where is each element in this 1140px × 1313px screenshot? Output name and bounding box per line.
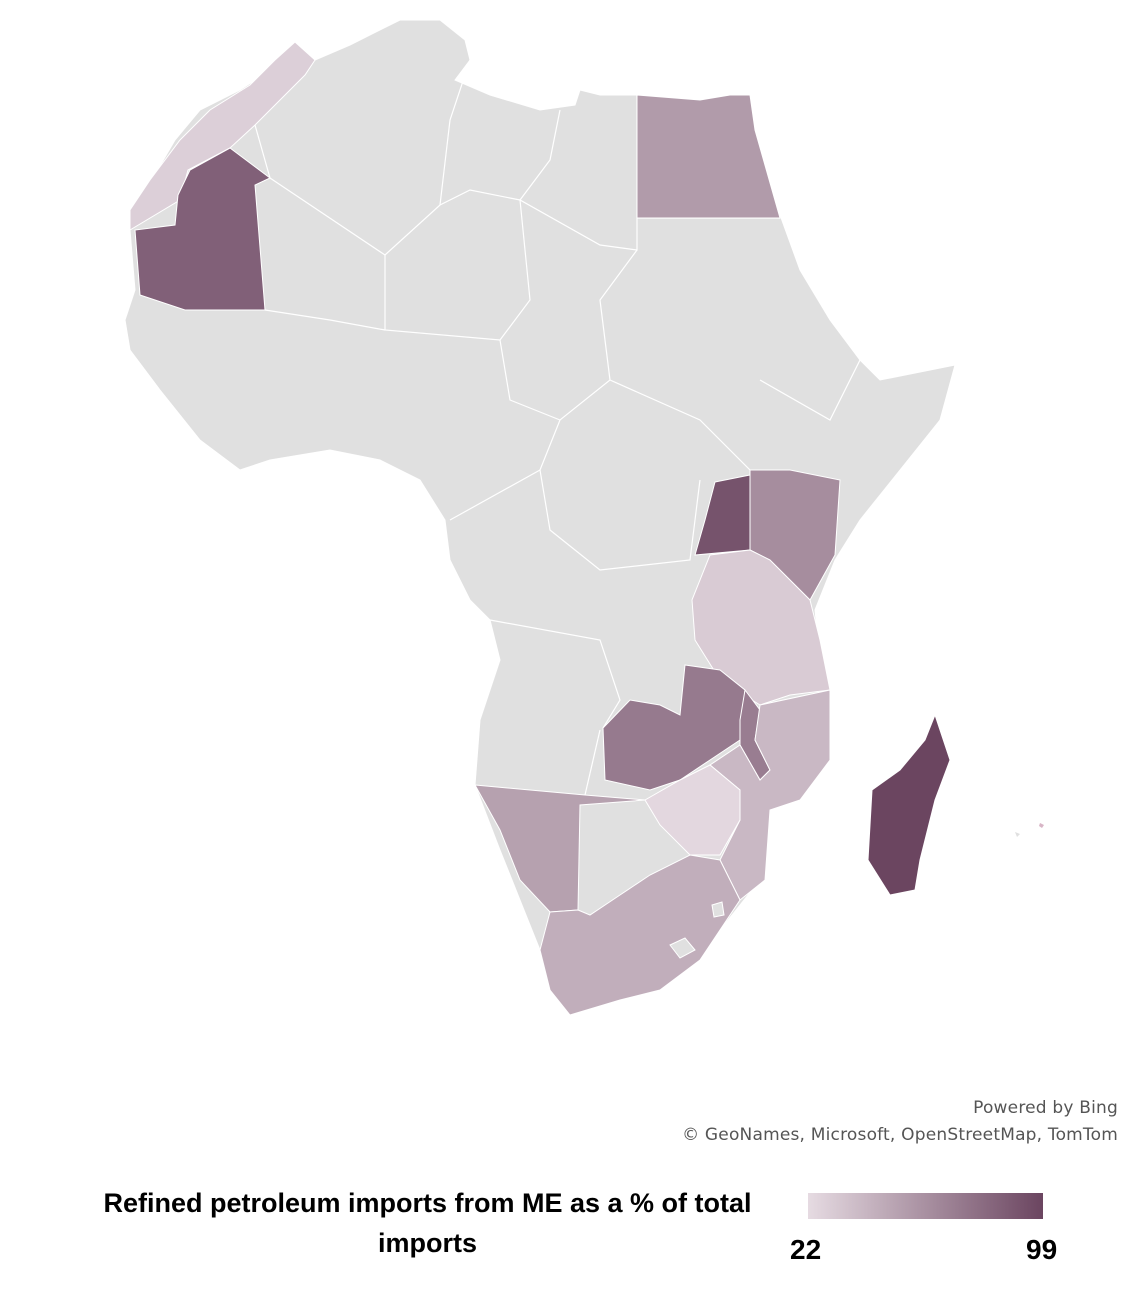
legend-min-label: 22 <box>790 1234 822 1265</box>
region-zimbabwe[interactable] <box>644 764 741 856</box>
powered-by-bing: Powered by Bing <box>973 1098 1118 1118</box>
region-eswatini[interactable] <box>711 901 725 918</box>
region-mozambique[interactable] <box>709 689 831 901</box>
region-tanzania[interactable] <box>691 549 831 706</box>
africa-map[interactable] <box>0 0 1140 1080</box>
legend-color-scale <box>808 1193 1043 1219</box>
region-egypt[interactable] <box>636 94 781 219</box>
region-morocco[interactable] <box>129 41 316 231</box>
region-mauritania[interactable] <box>134 147 271 311</box>
map-copyright: © GeoNames, Microsoft, OpenStreetMap, To… <box>682 1125 1118 1145</box>
region-uganda[interactable] <box>694 474 751 556</box>
region-lesotho[interactable] <box>669 937 696 959</box>
region-south-africa[interactable] <box>539 854 741 1016</box>
island-mauritius <box>1039 823 1044 828</box>
country-borders <box>254 59 861 796</box>
region-madagascar[interactable] <box>867 713 951 896</box>
legend-max-label: 99 <box>1026 1234 1058 1265</box>
island-reunion <box>1015 832 1020 837</box>
legend-title: Refined petroleum imports from ME as a %… <box>103 1188 752 1258</box>
